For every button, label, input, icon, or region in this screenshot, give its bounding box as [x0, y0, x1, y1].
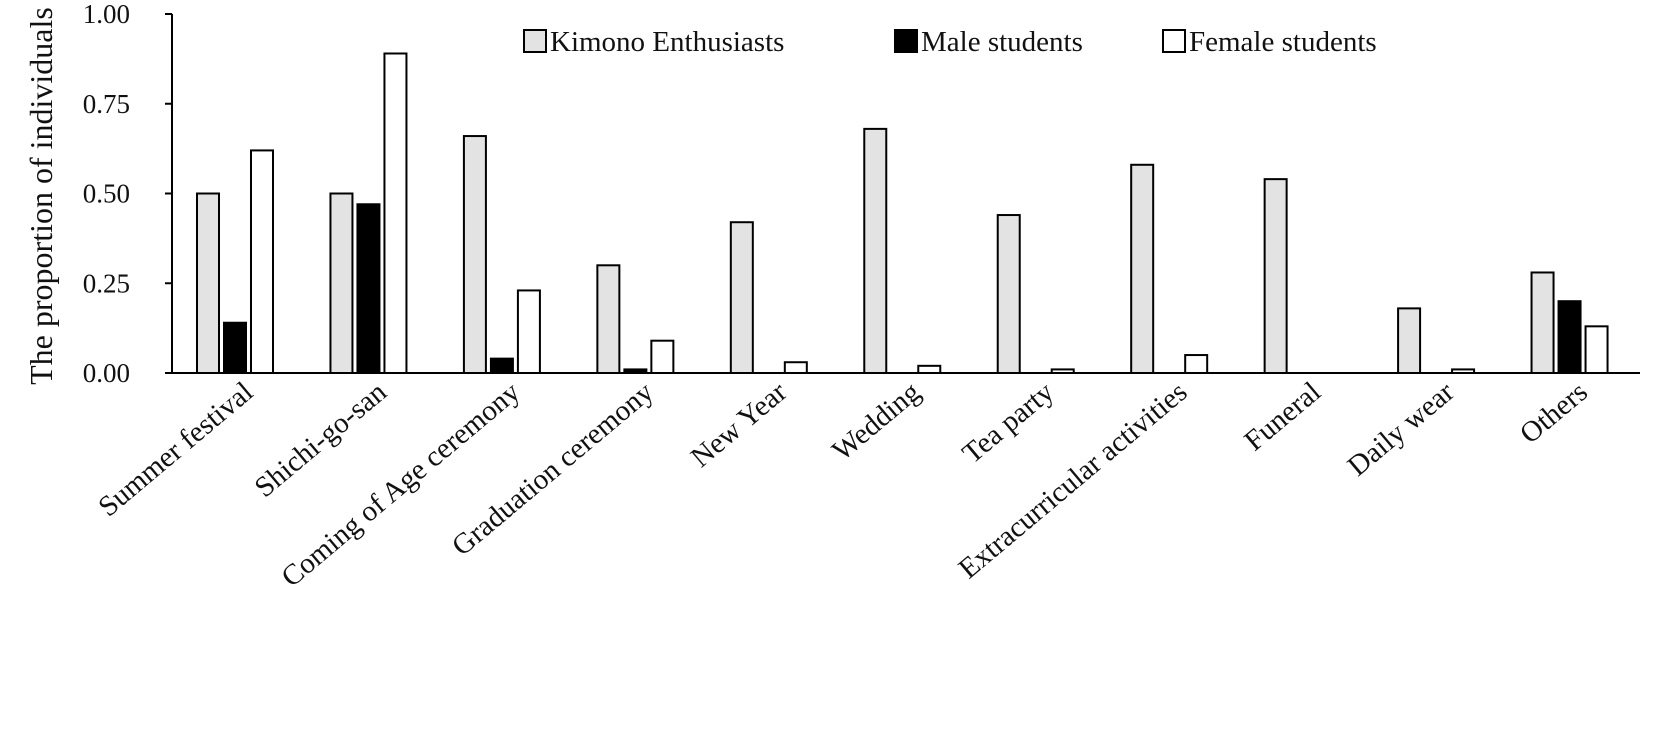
bar-female-students	[250, 149, 274, 374]
category-label: Coming of Age ceremony	[275, 376, 526, 594]
category-label: Tea party	[956, 376, 1060, 470]
y-tick-label: 0.25	[83, 268, 130, 298]
bar-male-students	[356, 203, 381, 374]
y-axis-title: The proportion of individuals	[23, 7, 59, 385]
y-tick-label: 0.00	[83, 358, 130, 388]
category-label: Funeral	[1238, 376, 1326, 457]
bar-male-students	[489, 357, 514, 375]
bar-female-students	[783, 361, 808, 375]
y-tick-label: 0.50	[83, 179, 130, 209]
legend-swatch	[1162, 29, 1186, 53]
category-label: Summer festival	[92, 376, 259, 523]
category-label: Others	[1514, 376, 1594, 450]
bar-kimono-enthusiasts	[196, 192, 220, 374]
y-tick-label: 1.00	[83, 0, 130, 29]
bar-male-students	[1557, 300, 1582, 375]
bar-kimono-enthusiasts	[1130, 163, 1155, 374]
legend-label: Kimono Enthusiasts	[550, 26, 784, 58]
bar-kimono-enthusiasts	[729, 221, 754, 374]
legend: Kimono Enthusiasts Male students Female st…	[523, 26, 1377, 58]
bar-kimono-enthusiasts	[596, 264, 621, 374]
bar-kimono-enthusiasts	[1530, 271, 1555, 375]
bar-male-students	[223, 321, 247, 374]
bar-kimono-enthusiasts	[863, 127, 888, 374]
bar-female-students	[1584, 325, 1609, 374]
bar-kimono-enthusiasts	[1263, 178, 1288, 374]
bar-female-students	[383, 52, 408, 375]
bar-female-students	[1184, 354, 1209, 374]
bar-female-students	[917, 364, 942, 375]
category-label: Wedding	[826, 376, 926, 467]
bar-female-students	[516, 289, 541, 374]
category-label: Shichi-go-san	[249, 376, 393, 504]
bar-female-students	[650, 339, 675, 375]
bar-kimono-enthusiasts	[462, 135, 487, 374]
category-label: New Year	[685, 376, 793, 474]
category-label: Extracurricular activities	[953, 376, 1194, 585]
bar-kimono-enthusiasts	[329, 192, 354, 374]
bar-kimono-enthusiasts	[996, 214, 1021, 374]
bar-series-group	[196, 52, 1609, 375]
y-axis-ticks: 0.00 0.25 0.50 0.75 1.00	[83, 0, 172, 388]
legend-swatch	[523, 29, 547, 53]
legend-label: Female students	[1189, 26, 1377, 58]
category-label: Daily wear	[1342, 376, 1461, 483]
y-tick-label: 0.75	[83, 89, 130, 119]
legend-label: Male students	[921, 26, 1083, 58]
legend-swatch	[894, 29, 918, 53]
bar-kimono-enthusiasts	[1397, 307, 1422, 375]
